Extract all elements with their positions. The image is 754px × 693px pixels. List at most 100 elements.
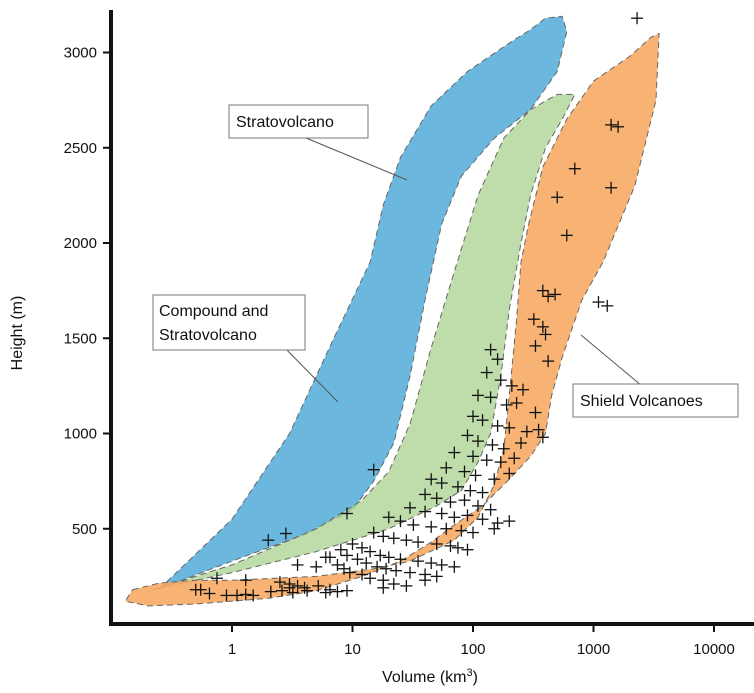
data-point <box>560 229 573 242</box>
data-point <box>476 414 489 427</box>
data-point <box>505 379 518 392</box>
data-point <box>425 473 438 486</box>
data-point <box>331 558 344 571</box>
data-point <box>435 507 448 520</box>
data-point <box>298 581 311 594</box>
data-point <box>312 579 325 592</box>
data-point <box>351 553 364 566</box>
x-axis-title: Volume (km3) <box>382 667 478 686</box>
data-point <box>430 492 443 505</box>
data-point <box>262 534 275 547</box>
data-point <box>536 431 549 444</box>
data-point <box>503 515 516 528</box>
data-point <box>283 581 296 594</box>
x-tick-label: 100 <box>460 641 485 658</box>
data-point <box>440 522 453 535</box>
data-point <box>491 517 504 530</box>
data-point <box>536 284 549 297</box>
shield-volcanoes-region <box>124 32 660 607</box>
data-point <box>549 288 562 301</box>
data-point <box>529 406 542 419</box>
data-point <box>407 518 420 531</box>
data-point <box>387 577 400 590</box>
data-point <box>471 435 484 448</box>
x-axis-title-superscript: 3 <box>467 667 473 679</box>
data-point <box>497 442 510 455</box>
data-point <box>374 549 387 562</box>
data-point <box>382 511 395 524</box>
data-point <box>476 513 489 526</box>
data-point <box>301 584 314 597</box>
data-point <box>510 397 523 410</box>
data-point <box>387 532 400 545</box>
shield-label-box <box>572 383 739 418</box>
data-point <box>444 496 457 509</box>
data-point <box>491 353 504 366</box>
data-point <box>400 579 413 592</box>
data-point <box>471 389 484 402</box>
data-point <box>539 328 552 341</box>
data-point <box>377 581 390 594</box>
ticks-group: 500 1000 1500 2000 2500 3000 1 10 100 1000 10000 <box>64 45 735 659</box>
data-point <box>279 527 292 540</box>
shield-callout: Shield Volcanoes <box>572 334 739 418</box>
data-point <box>430 570 443 583</box>
data-point <box>403 501 416 514</box>
y-axis-title: Height (m) <box>9 296 26 371</box>
data-point <box>356 568 369 581</box>
data-point <box>331 585 344 598</box>
data-point <box>203 587 216 600</box>
stratovolcano-label-box <box>228 104 369 139</box>
compound-stratovolcano-region <box>152 93 576 591</box>
data-point <box>403 566 416 579</box>
data-point <box>494 456 507 469</box>
data-point <box>484 343 497 356</box>
compound-label-box <box>152 294 306 351</box>
y-tick-label: 3000 <box>64 45 97 62</box>
data-point <box>592 296 605 309</box>
data-point <box>435 477 448 490</box>
data-point <box>527 313 540 326</box>
data-point <box>476 486 489 499</box>
data-point <box>412 536 425 549</box>
data-point <box>380 562 393 575</box>
stratovolcano-label: Stratovolcano <box>236 114 334 131</box>
data-point <box>390 564 403 577</box>
data-point <box>484 391 497 404</box>
data-point <box>444 539 457 552</box>
data-point <box>503 421 516 434</box>
data-point <box>532 423 545 436</box>
x-tick-label: 10 <box>344 641 361 658</box>
data-point <box>364 545 377 558</box>
data-point <box>551 191 564 204</box>
data-point <box>461 543 474 556</box>
y-tick-label: 1000 <box>64 426 97 443</box>
data-point <box>461 429 474 442</box>
data-point <box>508 452 521 465</box>
stratovolcano-region <box>159 15 568 590</box>
data-point <box>230 589 243 602</box>
data-point <box>480 454 493 467</box>
data-point <box>520 425 533 438</box>
data-point <box>419 505 432 518</box>
data-point <box>631 12 644 25</box>
data-point <box>334 543 347 556</box>
data-point <box>491 419 504 432</box>
data-point <box>247 589 260 602</box>
data-point <box>612 120 625 133</box>
data-point <box>536 320 549 333</box>
data-point <box>419 574 432 587</box>
data-point <box>484 503 497 516</box>
data-point <box>542 355 555 368</box>
data-point <box>364 572 377 585</box>
shield-label: Shield Volcanoes <box>580 393 703 410</box>
data-point <box>319 551 332 564</box>
data-point <box>367 463 380 476</box>
data-point <box>194 583 207 596</box>
compound-leader-line <box>279 342 339 403</box>
x-axis-title-text: Volume (km <box>382 669 466 686</box>
shield-leader-line <box>580 334 643 387</box>
data-point <box>239 588 252 601</box>
data-point <box>517 383 530 396</box>
